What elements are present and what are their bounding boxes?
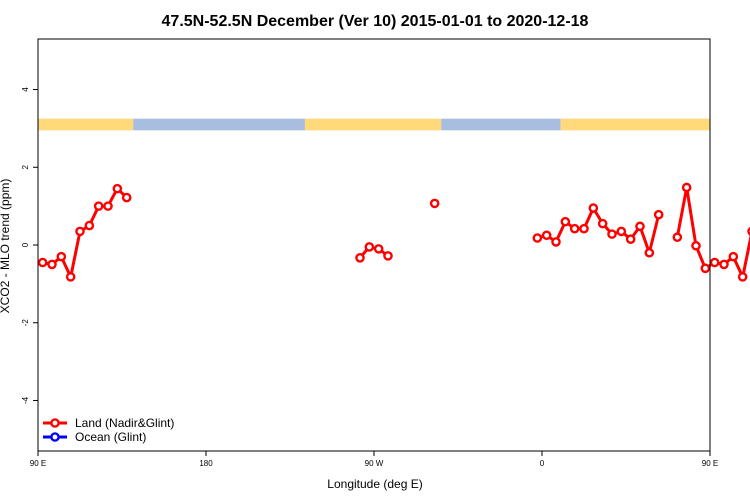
y-tick-label: 4 bbox=[21, 87, 30, 92]
x-tick-label: 90 E bbox=[702, 459, 718, 468]
data-point bbox=[37, 257, 48, 268]
y-tick-label: -2 bbox=[21, 319, 30, 327]
y-axis: -4 -2 0 2 4 bbox=[21, 87, 38, 404]
data-point bbox=[551, 237, 561, 247]
data-point bbox=[569, 223, 580, 234]
data-point bbox=[607, 229, 617, 239]
data-point bbox=[364, 242, 375, 252]
data-point bbox=[681, 182, 692, 193]
data-point bbox=[560, 216, 571, 227]
data-point bbox=[93, 201, 104, 211]
x-axis: 90 E 180 90 W 0 90 E bbox=[30, 451, 718, 468]
data-point bbox=[616, 226, 627, 237]
data-point bbox=[75, 226, 85, 237]
data-point bbox=[47, 259, 57, 270]
plot-frame bbox=[37, 38, 711, 452]
data-point bbox=[597, 218, 608, 229]
data-point bbox=[672, 232, 683, 243]
band-segment-land bbox=[38, 118, 134, 131]
x-tick-label: 180 bbox=[199, 459, 213, 468]
data-point bbox=[588, 203, 599, 213]
x-axis-label: Longitude (deg E) bbox=[327, 477, 422, 491]
data-point bbox=[121, 192, 132, 203]
data-point bbox=[635, 221, 645, 232]
data-point bbox=[644, 247, 655, 258]
y-tick-label: 2 bbox=[21, 164, 30, 169]
x-tick-label: 0 bbox=[540, 459, 545, 468]
data-point bbox=[653, 209, 664, 220]
data-point bbox=[373, 244, 384, 254]
band-segment-ocean bbox=[133, 118, 305, 131]
data-point bbox=[56, 251, 67, 262]
data-point bbox=[532, 233, 543, 243]
band-segment-land bbox=[560, 118, 710, 131]
data-point bbox=[383, 251, 393, 261]
series-line bbox=[42, 187, 128, 279]
legend: Land (Nadir&Glint)Ocean (Glint) bbox=[43, 416, 174, 444]
legend-label: Land (Nadir&Glint) bbox=[75, 416, 174, 430]
data-point bbox=[84, 220, 95, 231]
data-point bbox=[541, 230, 552, 241]
data-point bbox=[737, 272, 748, 282]
legend-marker bbox=[50, 432, 60, 442]
band-segment-ocean bbox=[441, 118, 561, 131]
data-point bbox=[65, 272, 76, 282]
data-point bbox=[625, 234, 636, 244]
data-point bbox=[691, 240, 701, 251]
surface-type-band bbox=[38, 118, 710, 131]
data-point bbox=[103, 201, 113, 211]
data-point bbox=[709, 257, 720, 268]
plot-series bbox=[37, 182, 750, 282]
y-tick-label: 0 bbox=[21, 242, 30, 247]
band-segment-land bbox=[304, 118, 442, 131]
y-tick-label: -4 bbox=[21, 396, 30, 404]
data-point bbox=[728, 251, 739, 262]
data-point bbox=[719, 259, 729, 270]
chart-title: 47.5N-52.5N December (Ver 10) 2015-01-01… bbox=[162, 13, 589, 30]
data-point bbox=[429, 198, 440, 209]
legend-label: Ocean (Glint) bbox=[75, 430, 146, 444]
data-point bbox=[355, 253, 365, 263]
data-point bbox=[700, 263, 711, 274]
data-point bbox=[112, 183, 123, 194]
legend-marker bbox=[50, 418, 60, 428]
x-tick-label: 90 E bbox=[30, 459, 46, 468]
x-tick-label: 90 W bbox=[365, 459, 384, 468]
y-axis-label: XCO2 - MLO trend (ppm) bbox=[0, 179, 12, 314]
data-point bbox=[579, 223, 589, 234]
